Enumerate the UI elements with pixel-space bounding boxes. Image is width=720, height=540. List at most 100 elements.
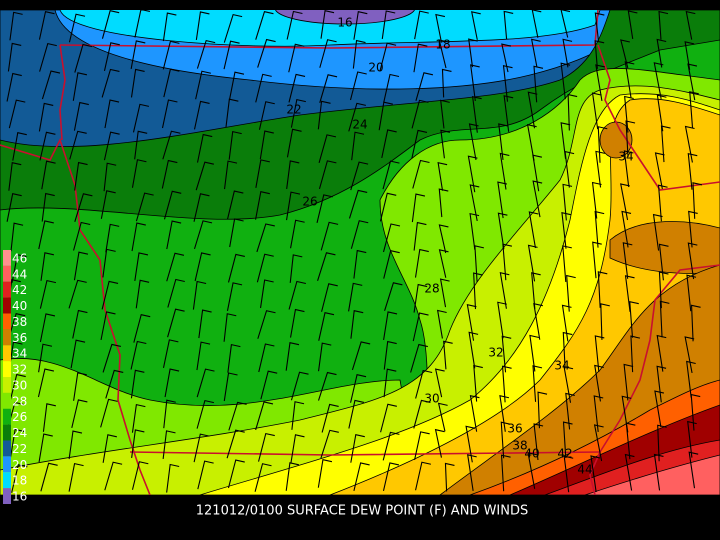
wind-barb — [228, 401, 247, 431]
wind-barb — [351, 131, 365, 161]
wind-barb — [163, 68, 180, 98]
wind-barb — [68, 430, 83, 460]
wind-barb — [227, 253, 245, 283]
wind-barb — [625, 422, 636, 460]
wind-barb — [684, 336, 695, 374]
wind-barb — [411, 193, 426, 223]
wind-barb — [413, 43, 428, 73]
wind-barb — [411, 99, 429, 129]
wind-barb — [163, 399, 176, 429]
wind-barb — [656, 334, 667, 372]
wind-barb — [134, 10, 151, 38]
wind-barb — [379, 192, 397, 222]
wind-barb — [623, 150, 634, 188]
wind-barb — [562, 38, 573, 68]
wind-barb — [595, 64, 605, 102]
wind-barb — [255, 159, 270, 188]
wind-barb — [564, 150, 575, 188]
wind-barb — [502, 64, 513, 102]
wind-barb — [70, 339, 86, 369]
wind-barb — [42, 403, 56, 432]
contour-label: 34 — [618, 150, 633, 164]
wind-barb — [624, 95, 634, 133]
wind-barb — [379, 42, 397, 72]
wind-barb — [468, 331, 479, 369]
wind-barb — [467, 454, 477, 491]
wind-barb — [594, 12, 605, 42]
wind-barb — [561, 304, 572, 342]
wind-barb — [657, 184, 668, 222]
wind-barb — [501, 43, 511, 73]
wind-barb — [105, 369, 124, 399]
wind-barb — [226, 429, 245, 459]
wind-barb — [527, 452, 538, 489]
wind-barb — [686, 274, 697, 312]
wind-barb — [562, 421, 573, 459]
wind-barb — [73, 251, 89, 281]
wind-barb — [415, 369, 433, 399]
wind-barb — [600, 303, 610, 340]
wind-barb — [353, 249, 367, 279]
wind-barb — [624, 275, 635, 312]
wind-barb — [497, 301, 507, 339]
wind-barb — [526, 124, 537, 161]
wind-barb — [533, 423, 544, 461]
wind-barb — [654, 390, 665, 428]
wind-barb — [620, 39, 630, 69]
wind-barb — [567, 93, 578, 131]
wind-barb — [499, 395, 510, 432]
wind-barb — [378, 101, 393, 131]
wind-barb — [166, 220, 182, 250]
wind-barb — [223, 40, 240, 70]
wind-barb — [537, 391, 548, 429]
colorbar-swatch — [3, 392, 11, 409]
wind-barb — [348, 102, 366, 132]
wind-barb — [533, 302, 543, 340]
wind-barb — [383, 368, 397, 398]
wind-barb — [692, 182, 703, 219]
wind-barb — [196, 133, 213, 163]
wind-barb — [465, 425, 476, 463]
wind-barb — [320, 10, 335, 39]
wind-barb — [321, 283, 338, 312]
wind-barb — [532, 365, 543, 402]
wind-barb — [6, 72, 22, 102]
wind-barb — [438, 39, 449, 69]
wind-barb — [318, 160, 337, 190]
wind-barb — [130, 68, 145, 98]
wind-barb — [597, 271, 608, 308]
wind-barb — [622, 242, 633, 279]
wind-barb — [383, 250, 400, 279]
wind-barb — [382, 431, 400, 461]
wind-barb — [501, 365, 512, 403]
wind-barb — [592, 241, 602, 279]
colorbar-swatch — [3, 281, 11, 298]
wind-barb — [11, 464, 28, 493]
wind-barb — [434, 428, 445, 458]
wind-barb — [351, 341, 371, 371]
wind-barb — [384, 282, 403, 311]
wind-barb — [498, 123, 508, 160]
wind-barb — [684, 125, 695, 163]
wind-barb — [104, 99, 120, 129]
wind-barb — [627, 10, 638, 40]
contour-label: 16 — [337, 16, 352, 30]
wind-barb — [562, 183, 573, 221]
band-16 — [275, 10, 415, 25]
wind-barb — [350, 220, 369, 249]
wind-barb — [286, 160, 300, 190]
wind-barb — [164, 368, 180, 398]
wind-barb — [348, 189, 368, 219]
wind-barb — [434, 368, 445, 398]
wind-barb — [623, 363, 634, 401]
wind-barb — [560, 10, 571, 38]
colorbar-label: 28 — [12, 394, 27, 408]
wind-barb — [254, 463, 272, 492]
wind-barb — [161, 159, 178, 189]
wind-barb — [10, 222, 24, 252]
wind-barb — [131, 403, 146, 433]
contour-label: 22 — [286, 103, 301, 117]
wind-barb — [227, 190, 244, 220]
